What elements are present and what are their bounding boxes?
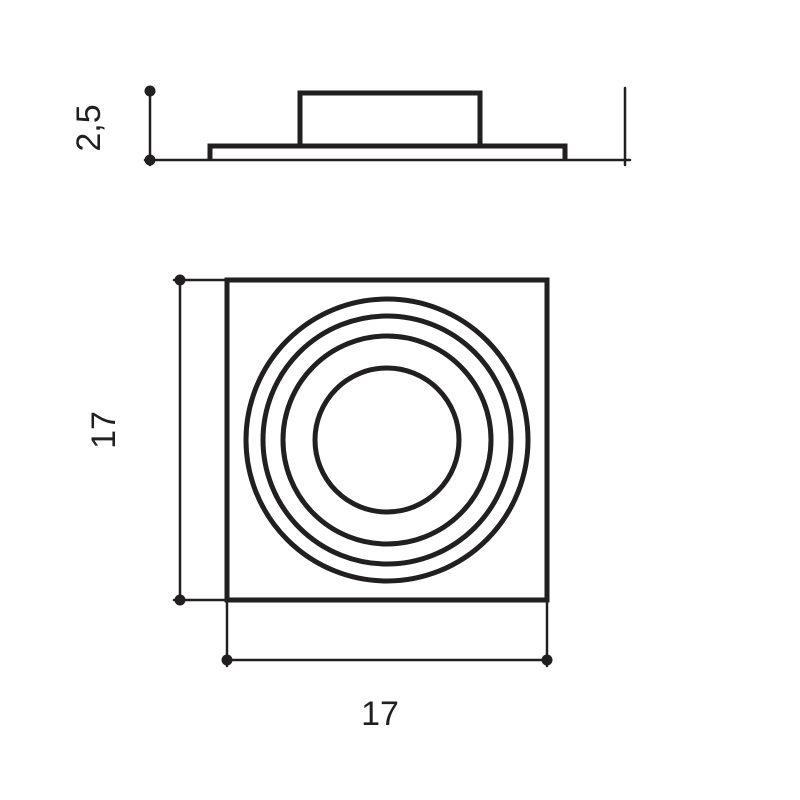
dim-label-height: 2,5: [70, 104, 108, 151]
technical-drawing: 2,5 17 17: [0, 0, 800, 800]
dim-label-front-height: 17: [85, 411, 123, 449]
dim-label-front-width: 17: [361, 695, 399, 733]
front-ring-3: [315, 368, 459, 512]
front-square: [227, 280, 547, 600]
dim-terminator: [145, 155, 156, 166]
front-ring-0: [246, 299, 528, 581]
front-ring-1: [263, 316, 511, 564]
side-body: [300, 93, 480, 146]
dim-terminator: [145, 86, 156, 97]
side-flange: [210, 146, 565, 160]
